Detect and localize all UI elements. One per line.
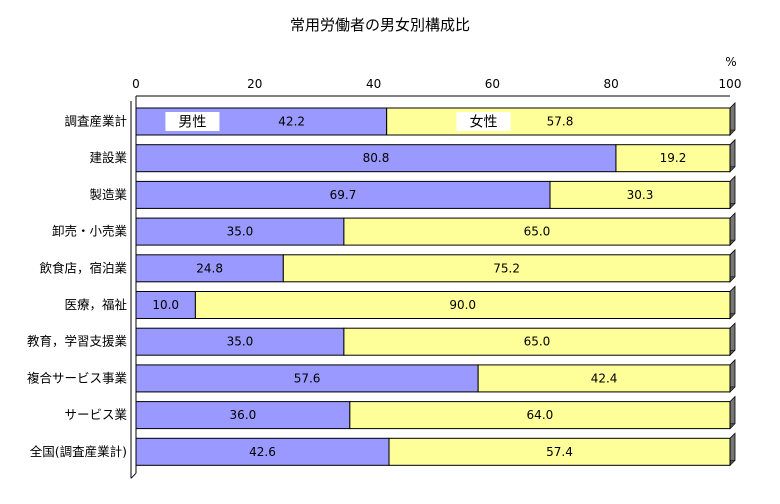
value-label-male-3: 35.0	[227, 225, 254, 239]
bar-male-7	[135, 364, 479, 393]
bar-male-3	[135, 217, 345, 246]
value-label-female-2: 30.3	[627, 188, 654, 202]
category-labels: 調査産業計建設業製造業卸売・小売業飲食店，宿泊業医療，福祉教育，学習支援業複合サ…	[27, 114, 128, 459]
x-tick-label-100: 100	[719, 77, 742, 91]
unit-label: %	[725, 55, 736, 69]
value-label-female-5: 90.0	[449, 298, 476, 312]
x-tick-label-60: 60	[485, 77, 500, 91]
bar-female-0	[386, 107, 731, 136]
bar-female-4	[282, 254, 731, 283]
value-label-female-6: 65.0	[524, 335, 551, 349]
value-label-male-7: 57.6	[294, 371, 321, 385]
category-label-3: 卸売・小売業	[52, 224, 128, 239]
category-label-6: 教育，学習支援業	[27, 334, 128, 349]
bar-male-4	[135, 254, 284, 283]
x-tick-label-40: 40	[366, 77, 381, 91]
bar-male-2	[135, 180, 551, 209]
value-label-male-8: 36.0	[230, 408, 257, 422]
bar-female-8	[349, 401, 731, 430]
category-label-9: 全国(調査産業計)	[30, 444, 127, 459]
value-label-female-1: 19.2	[660, 151, 687, 165]
axis-corner-line	[130, 472, 137, 479]
x-tick-label-20: 20	[247, 77, 262, 91]
value-label-female-4: 75.2	[493, 261, 520, 275]
bar-female-9	[388, 437, 731, 466]
value-label-male-5: 10.0	[152, 298, 179, 312]
value-label-male-1: 80.8	[363, 151, 390, 165]
bar-female-2	[549, 180, 731, 209]
chart-title: 常用労働者の男女別構成比	[290, 16, 470, 34]
value-label-male-6: 35.0	[227, 335, 254, 349]
value-label-female-7: 42.4	[591, 371, 618, 385]
bar-female-5	[194, 291, 731, 319]
category-label-7: 複合サービス事業	[27, 370, 128, 385]
value-label-male-9: 42.6	[249, 445, 276, 459]
legend-box-male	[165, 112, 220, 131]
category-label-5: 医療，福祉	[64, 297, 127, 312]
legend-label-female: 女性	[469, 114, 497, 131]
category-label-2: 製造業	[89, 187, 127, 202]
bar-female-6	[343, 327, 731, 356]
value-label-male-0: 42.2	[278, 115, 305, 129]
bar-male-9	[135, 437, 390, 466]
value-label-female-3: 65.0	[524, 225, 551, 239]
bar-female-3	[343, 217, 731, 246]
value-label-female-9: 57.4	[546, 445, 573, 459]
category-label-8: サービス業	[64, 407, 127, 422]
bar-female-7	[477, 364, 731, 393]
value-label-female-8: 64.0	[527, 408, 554, 422]
plot-area: 42.2 57.8 男性 女性 80.8 19.2 69.7 30.3 35.0 65.0 24.8…	[135, 102, 736, 467]
category-label-0: 調査産業計	[64, 114, 127, 129]
value-label-male-2: 69.7	[330, 188, 357, 202]
value-label-female-0: 57.8	[547, 115, 574, 129]
category-label-1: 建設業	[89, 150, 127, 165]
category-label-4: 飲食店，宿泊業	[39, 260, 127, 275]
value-label-male-4: 24.8	[196, 261, 223, 275]
x-tick-label-80: 80	[604, 77, 619, 91]
legend-box-female	[456, 112, 511, 131]
x-tick-label-0: 0	[132, 77, 140, 91]
bar-male-8	[135, 401, 351, 430]
legend-label-male: 男性	[178, 115, 206, 131]
bar-female-1	[615, 144, 731, 173]
